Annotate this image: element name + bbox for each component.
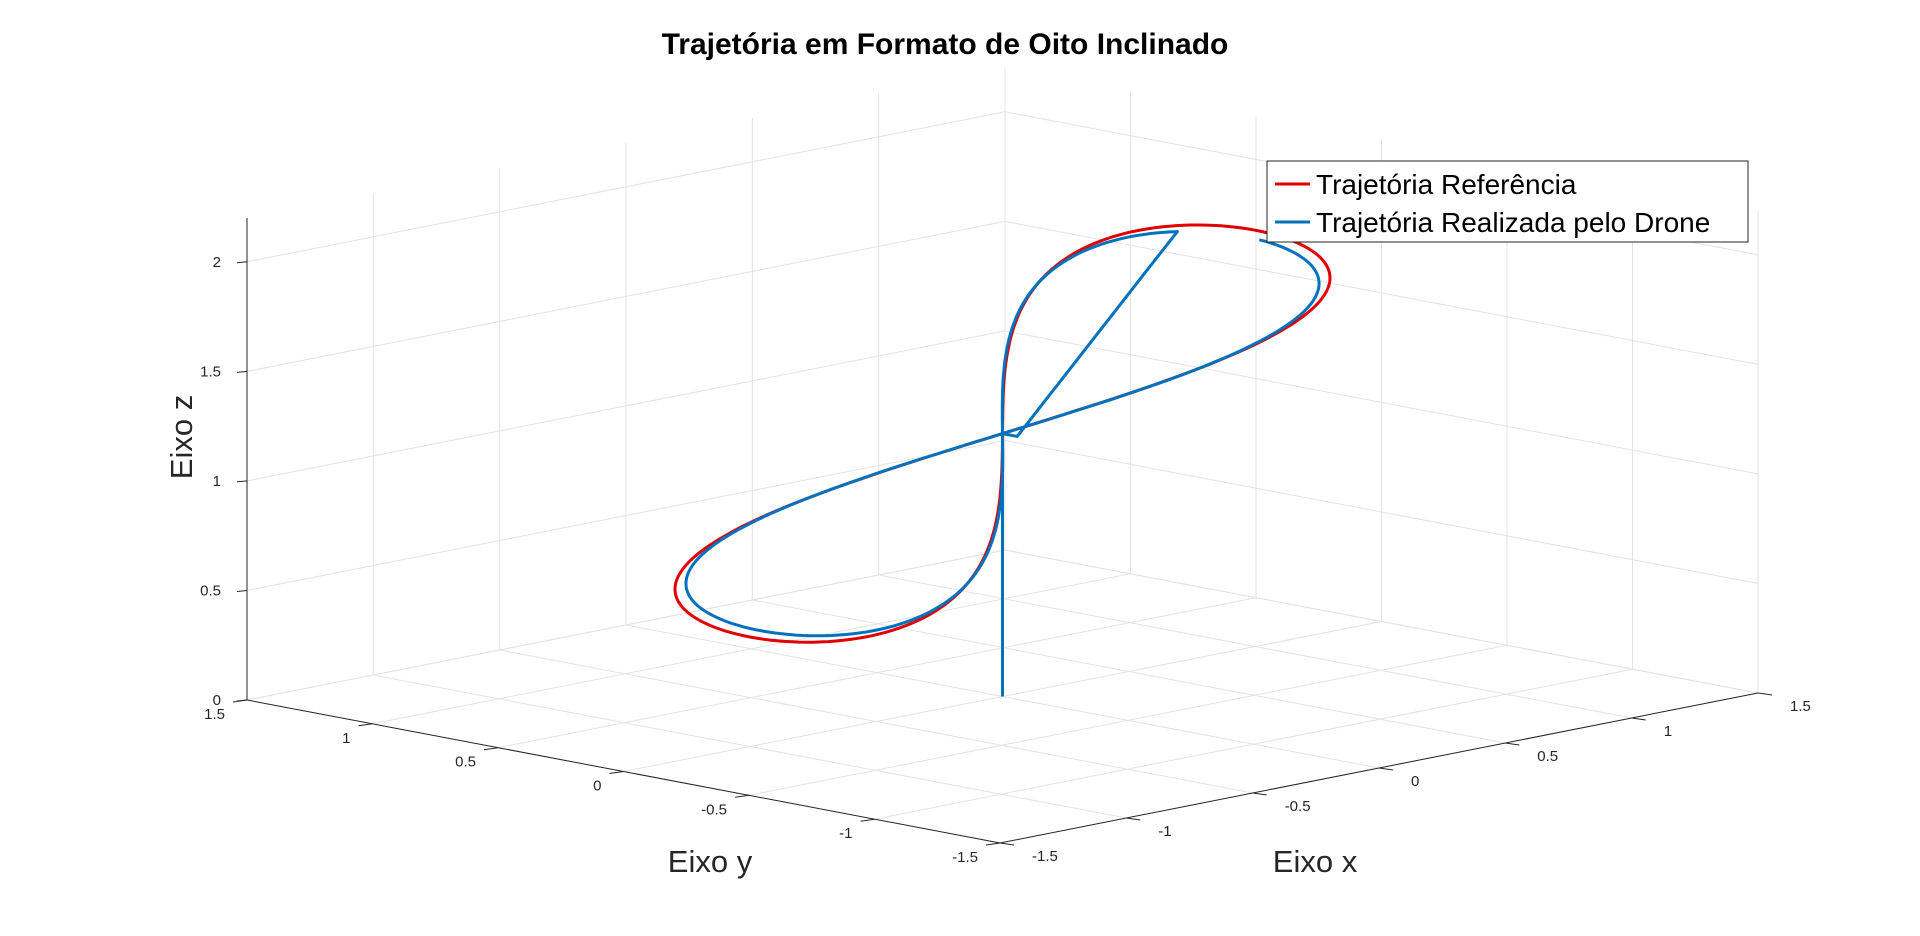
grid-line-wall-y-horizontal — [246, 549, 1006, 701]
grid-line-wall-y-horizontal — [246, 440, 1006, 591]
x-axis-label: Eixo x — [1273, 844, 1358, 879]
x-tick-label: 1.5 — [1790, 698, 1811, 715]
y-tick-label: 0 — [593, 778, 601, 795]
series-line-drone — [684, 230, 1321, 697]
grid-line-wall-x-horizontal — [1004, 330, 1759, 475]
y-tick-label: 1 — [342, 730, 350, 747]
legend-label-reference: Trajetória Referência — [1316, 169, 1577, 200]
legend-box — [1266, 160, 1749, 243]
x-tick-label: 1 — [1664, 723, 1672, 740]
y-tick-label: -0.5 — [701, 801, 727, 818]
axis-lines — [232, 218, 1773, 846]
z-tick-label: 0.5 — [200, 583, 221, 600]
grid-line-floor-y — [748, 644, 1508, 796]
z-tick-label: 1 — [213, 473, 221, 490]
grid-line-wall-y-horizontal — [246, 220, 1006, 372]
z-tick-mark — [236, 480, 248, 483]
x-tick-label: -1 — [1158, 823, 1171, 840]
grid-line-wall-y-horizontal — [246, 111, 1006, 263]
z-tick-mark — [236, 261, 248, 264]
legend-label-drone: Trajetória Realizada pelo Drone — [1316, 207, 1710, 238]
z-tick-mark — [236, 590, 248, 592]
x-tick-label: 0 — [1411, 773, 1419, 790]
x-tick-mark — [1631, 717, 1646, 721]
z-tick-mark — [236, 370, 248, 373]
y-tick-mark — [609, 771, 624, 774]
y-tick-mark — [860, 818, 875, 822]
y-tick-label: 1.5 — [204, 706, 225, 723]
x-tick-mark — [999, 842, 1015, 846]
y-tick-label: -1.5 — [952, 849, 978, 866]
x-tick-label: 0.5 — [1537, 748, 1558, 765]
y-tick-mark — [483, 747, 499, 751]
grid-line-wall-x-horizontal — [1004, 220, 1759, 365]
z-tick-label: 2 — [213, 254, 221, 271]
x-tick-mark — [1757, 692, 1773, 696]
x-tick-mark — [1252, 792, 1267, 796]
x-tick-mark — [1505, 742, 1520, 746]
tick-labels: -1.5-1-0.500.511.5-1.5-1-0.500.511.500.5… — [200, 254, 1811, 866]
grid-line-floor-y — [874, 668, 1633, 820]
data-series — [673, 223, 1332, 697]
x-tick-label: -1.5 — [1032, 848, 1058, 865]
y-tick-label: 0.5 — [455, 754, 476, 771]
y-tick-mark — [734, 794, 750, 798]
grid-line-floor-y — [497, 597, 1257, 749]
chart-title: Trajetória em Formato de Oito Inclinado — [662, 28, 1229, 61]
grid-line-wall-x-horizontal — [1004, 440, 1759, 584]
y-axis-label: Eixo y — [668, 844, 753, 879]
legend: Trajetória Referência Trajetória Realiza… — [1266, 160, 1749, 243]
z-tick-mark — [236, 699, 248, 702]
x-tick-label: -0.5 — [1285, 798, 1311, 815]
grid-line-wall-x-horizontal — [1004, 549, 1759, 694]
x-tick-mark — [1378, 767, 1394, 771]
grid-line-floor-y — [372, 573, 1131, 725]
z-axis-label: Eixo z — [164, 395, 199, 479]
y-tick-mark — [358, 723, 373, 727]
x-tick-mark — [1126, 817, 1141, 821]
y-tick-mark — [985, 842, 1001, 846]
z-tick-label: 1.5 — [200, 363, 221, 380]
z-tick-label: 0 — [213, 692, 221, 709]
y-tick-label: -1 — [839, 825, 852, 842]
grid-line-wall-y-horizontal — [246, 330, 1006, 482]
